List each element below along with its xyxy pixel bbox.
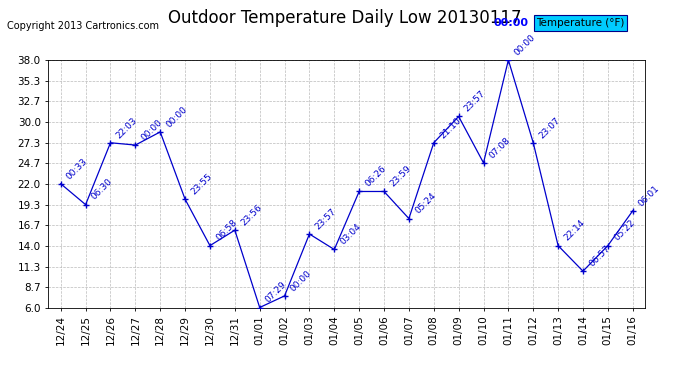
- Text: 22:14: 22:14: [562, 219, 586, 243]
- Text: Copyright 2013 Cartronics.com: Copyright 2013 Cartronics.com: [7, 21, 159, 31]
- Text: 00:00: 00:00: [288, 268, 313, 293]
- Text: 07:08: 07:08: [488, 135, 513, 160]
- Text: 03:04: 03:04: [339, 222, 363, 247]
- Text: 22:03: 22:03: [115, 116, 139, 140]
- Text: 00:33: 00:33: [65, 156, 90, 181]
- Text: 05:22: 05:22: [612, 218, 636, 243]
- Text: 06:57: 06:57: [587, 244, 612, 268]
- Text: 23:07: 23:07: [538, 116, 562, 140]
- Text: 06:58: 06:58: [214, 218, 239, 243]
- Text: 06:30: 06:30: [90, 177, 115, 202]
- Text: Outdoor Temperature Daily Low 20130117: Outdoor Temperature Daily Low 20130117: [168, 9, 522, 27]
- Text: 06:01: 06:01: [637, 183, 662, 208]
- Text: 23:56: 23:56: [239, 203, 264, 227]
- Text: 00:00: 00:00: [513, 33, 538, 57]
- Text: 00:00: 00:00: [493, 18, 529, 28]
- Text: Temperature (°F): Temperature (°F): [536, 18, 624, 28]
- Text: 05:24: 05:24: [413, 191, 437, 216]
- Text: 06:26: 06:26: [364, 164, 388, 189]
- Text: 00:00: 00:00: [164, 105, 189, 129]
- Text: 23:55: 23:55: [189, 172, 214, 196]
- Text: 23:57: 23:57: [313, 207, 338, 231]
- Text: 23:59: 23:59: [388, 164, 413, 189]
- Text: 21:10: 21:10: [438, 116, 462, 140]
- Text: 23:57: 23:57: [463, 89, 487, 114]
- Text: 00:00: 00:00: [139, 118, 164, 142]
- Text: 07:29: 07:29: [264, 280, 288, 305]
